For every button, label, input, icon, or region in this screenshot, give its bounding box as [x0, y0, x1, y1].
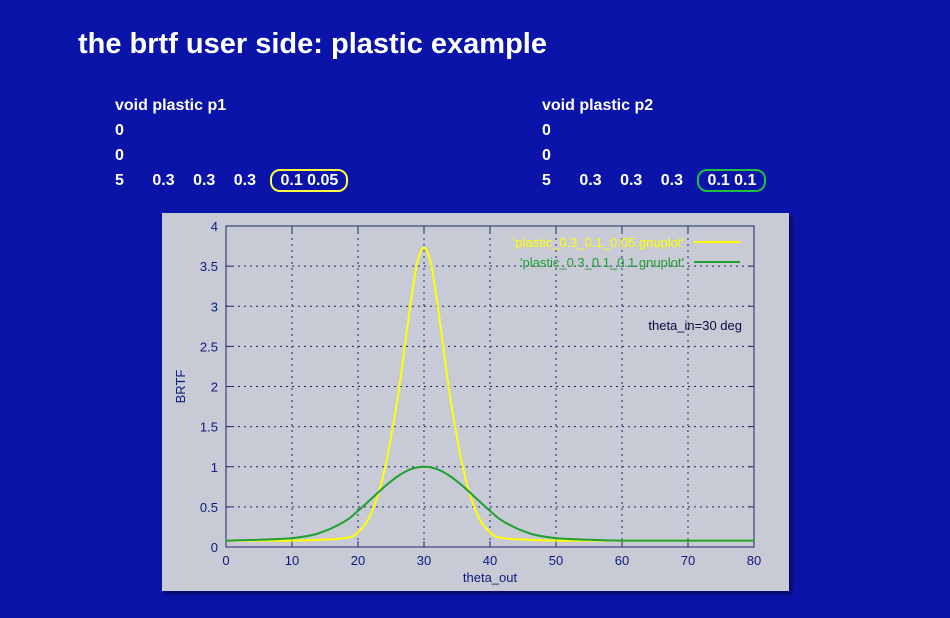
y-tick-label: 3.5 — [200, 259, 218, 274]
y-tick-label: 0.5 — [200, 500, 218, 515]
param-value: 0.3 — [620, 172, 643, 189]
definition-line: 0 — [115, 147, 124, 164]
x-tick-label: 10 — [285, 553, 299, 568]
definition-line: 0 — [542, 147, 551, 164]
y-tick-label: 1 — [211, 460, 218, 475]
chart-annotation: theta_in=30 deg — [648, 318, 742, 333]
x-tick-label: 60 — [615, 553, 629, 568]
definition-line: 0 — [115, 122, 124, 139]
y-tick-label: 2.5 — [200, 339, 218, 354]
x-tick-label: 80 — [747, 553, 761, 568]
highlighted-params: 0.1 0.1 — [697, 169, 767, 192]
legend-label: 'plastic_0.3_0.1_0.1.gnuplot' — [520, 255, 684, 270]
brtf-chart: 0 10 20 30 40 50 60 70 80 0 0.5 1 1.5 2 2.5 3 3.5 4 theta_… — [173, 219, 761, 585]
param-value: 0.3 — [233, 172, 257, 189]
y-tick-label: 4 — [211, 219, 218, 234]
param-count: 5 — [542, 172, 551, 189]
param-value: 0.3 — [660, 172, 684, 189]
definition-p2: void plastic p2 0 0 5 0.3 0.3 0.3 0.1 0.… — [542, 93, 767, 193]
x-tick-label: 20 — [351, 553, 365, 568]
definition-header: void plastic p1 — [115, 97, 227, 114]
y-tick-label: 2 — [211, 380, 218, 395]
x-tick-label: 0 — [222, 553, 229, 568]
series-line-p2 — [225, 465, 754, 542]
x-axis-label: theta_out — [463, 570, 518, 585]
x-tick-label: 40 — [483, 553, 497, 568]
definition-params-line: 5 0.3 0.3 0.3 0.1 0.1 — [542, 168, 767, 193]
y-tick-label: 1.5 — [200, 420, 218, 435]
series-line-p1 — [225, 246, 754, 542]
param-value: 0.3 — [579, 172, 602, 189]
x-tick-label: 50 — [549, 553, 563, 568]
x-tick-label: 30 — [417, 553, 431, 568]
param-value: 0.3 — [152, 172, 175, 189]
legend-label: 'plastic_0.3_0.1_0.05.gnuplot' — [513, 235, 684, 250]
definition-header: void plastic p2 — [542, 97, 654, 114]
definition-line: 0 — [542, 122, 551, 139]
param-value: 0.3 — [193, 172, 216, 189]
y-tick-label: 3 — [211, 299, 218, 314]
y-tick-label: 0 — [211, 540, 218, 555]
definition-p1: void plastic p1 0 0 5 0.3 0.3 0.3 0.1 0.… — [115, 93, 349, 193]
y-axis-label: BRTF — [173, 370, 188, 404]
slide-title: the brtf user side: plastic example — [78, 28, 547, 60]
x-tick-label: 70 — [681, 553, 695, 568]
highlighted-params: 0.1 0.05 — [270, 169, 349, 192]
param-count: 5 — [115, 172, 124, 189]
plot-panel: 0 10 20 30 40 50 60 70 80 0 0.5 1 1.5 2 2.5 3 3.5 4 theta_… — [162, 213, 789, 591]
definition-params-line: 5 0.3 0.3 0.3 0.1 0.05 — [115, 168, 349, 193]
